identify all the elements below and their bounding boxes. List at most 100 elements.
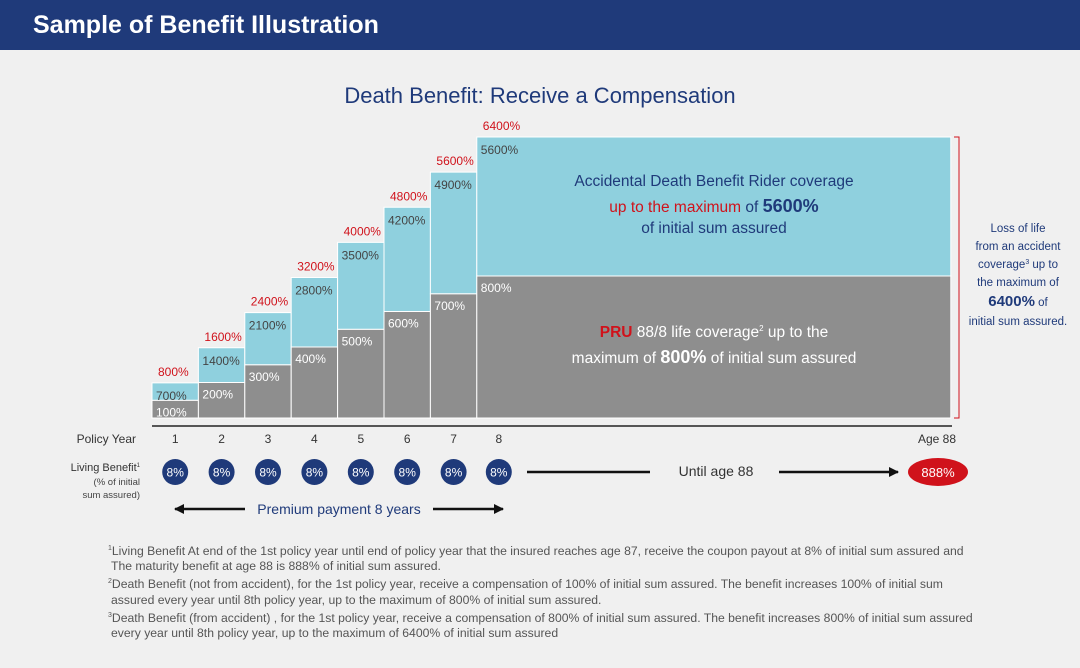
bar-lower-7 bbox=[429, 293, 478, 419]
upper-label-1: 700% bbox=[156, 389, 187, 403]
bar-upper-6 bbox=[383, 206, 431, 312]
lower-label-6: 600% bbox=[388, 317, 419, 331]
bar-lower-2 bbox=[197, 382, 246, 419]
x-tick-label-7: 7 bbox=[450, 432, 457, 446]
living-benefit-text: Living Benefit bbox=[71, 462, 137, 474]
side-note-line5: 6400% of bbox=[988, 293, 1048, 310]
side-note-line3: coverage3 up to bbox=[978, 259, 1058, 271]
living-benefit-value-6: 8% bbox=[399, 466, 417, 480]
living-benefit-circle-1 bbox=[162, 459, 189, 485]
premium-text: Premium payment 8 years bbox=[257, 501, 420, 517]
chart-title: Death Benefit: Receive a Compensation bbox=[344, 83, 736, 108]
living-benefit-value-2: 8% bbox=[213, 466, 231, 480]
total-label-5: 4000% bbox=[344, 224, 382, 238]
side-note-upto: up to bbox=[1029, 259, 1058, 271]
side-note-sup: 3 bbox=[1025, 259, 1029, 266]
total-label-8: 6400% bbox=[483, 119, 521, 133]
lower-label-5: 500% bbox=[342, 334, 373, 348]
header-bar: Sample of Benefit Illustration bbox=[0, 0, 1080, 50]
side-note-line1: Loss of life bbox=[991, 223, 1046, 235]
lower-label-4: 400% bbox=[295, 352, 326, 366]
living-benefit-circle-2 bbox=[208, 459, 235, 485]
bar-lower-4 bbox=[290, 346, 339, 419]
side-note-of: of bbox=[1035, 297, 1049, 309]
total-label-4: 3200% bbox=[297, 260, 335, 274]
until-age-text: Until age 88 bbox=[679, 463, 754, 479]
adb-note-line1: Accidental Death Benefit Rider coverage bbox=[574, 173, 853, 190]
total-label-7: 5600% bbox=[436, 154, 474, 168]
pru-note-sup: 2 bbox=[759, 324, 764, 333]
bar-upper-8 bbox=[476, 136, 952, 277]
footnotes: 1Living Benefit At end of the 1st policy… bbox=[108, 541, 978, 641]
total-label-6: 4800% bbox=[390, 189, 428, 203]
footnote-2: 2Death Benefit (not from accident), for … bbox=[108, 574, 978, 607]
total-label-3: 2400% bbox=[251, 295, 289, 309]
x-tick-label-6: 6 bbox=[404, 432, 411, 446]
living-benefit-value-8: 8% bbox=[490, 466, 508, 480]
x-tick-label-4: 4 bbox=[311, 432, 318, 446]
upper-label-8: 5600% bbox=[481, 143, 519, 157]
living-benefit-value-5: 8% bbox=[352, 466, 370, 480]
footnote-3-sup: 3 bbox=[108, 611, 112, 619]
adb-note-bold: 5600% bbox=[763, 196, 819, 216]
pru-note-rest: 88/8 life coverage bbox=[632, 324, 759, 341]
upper-label-7: 4900% bbox=[434, 178, 472, 192]
living-benefit-circle-8 bbox=[485, 459, 512, 485]
footnote-3-text: Death Benefit (from accident) , for the … bbox=[111, 610, 973, 641]
lower-label-1: 100% bbox=[156, 405, 187, 419]
bar-lower-8 bbox=[476, 275, 952, 419]
page-title: Sample of Benefit Illustration bbox=[33, 11, 379, 39]
living-benefit-circle-5 bbox=[347, 459, 374, 485]
side-note-line4: the maximum of bbox=[977, 277, 1060, 289]
x-tick-label-8: 8 bbox=[495, 432, 502, 446]
x-tick-label-3: 3 bbox=[265, 432, 272, 446]
pru-note-line1: PRU 88/8 life coverage2 up to the bbox=[600, 324, 829, 341]
total-label-1: 800% bbox=[158, 365, 189, 379]
pru-note-end: up to the bbox=[764, 324, 829, 341]
lower-label-2: 200% bbox=[202, 388, 233, 402]
living-benefit-value-3: 8% bbox=[259, 466, 277, 480]
adb-note-of: of bbox=[741, 199, 763, 216]
living-benefit-sub2: sum assured) bbox=[82, 490, 140, 501]
benefit-chart: 100%700%800%18%200%1400%1600%28%300%2100… bbox=[71, 119, 1068, 517]
living-benefit-circle-3 bbox=[255, 459, 281, 485]
pru-note-tail: of initial sum assured bbox=[706, 350, 856, 367]
pru-note-line2: maximum of 800% of initial sum assured bbox=[572, 347, 857, 367]
x-tick-label-1: 1 bbox=[172, 432, 179, 446]
living-benefit-circle-4 bbox=[301, 459, 328, 485]
bar-upper-4 bbox=[290, 277, 339, 348]
side-note-coverage: coverage bbox=[978, 259, 1025, 271]
maturity-value: 888% bbox=[921, 465, 955, 480]
side-note-line6: initial sum assured. bbox=[969, 316, 1067, 328]
upper-label-4: 2800% bbox=[295, 284, 333, 298]
lower-label-8: 800% bbox=[481, 281, 512, 295]
maturity-badge bbox=[908, 458, 968, 486]
footnote-2-sup: 2 bbox=[108, 578, 112, 586]
living-benefit-circle-6 bbox=[394, 459, 421, 485]
living-benefit-value-4: 8% bbox=[306, 466, 324, 480]
adb-note-line2: up to the maximum of 5600% bbox=[609, 196, 818, 216]
footnote-1-text: Living Benefit At end of the 1st policy … bbox=[111, 544, 964, 574]
bar-upper-3 bbox=[244, 312, 292, 366]
bar-upper-5 bbox=[337, 241, 385, 330]
total-label-2: 1600% bbox=[204, 330, 242, 344]
x-tick-label-2: 2 bbox=[218, 432, 225, 446]
footnote-2-text: Death Benefit (not from accident), for t… bbox=[111, 577, 943, 607]
upper-label-6: 4200% bbox=[388, 213, 426, 227]
living-benefit-label: Living Benefit1 bbox=[71, 462, 141, 474]
side-note-line2: from an accident bbox=[975, 241, 1061, 253]
footnote-1-sup: 1 bbox=[108, 545, 112, 552]
side-note-bold: 6400% bbox=[988, 293, 1035, 310]
side-note: Loss of life from an accident coverage3 … bbox=[969, 223, 1067, 328]
upper-label-2: 1400% bbox=[202, 354, 240, 368]
living-benefit-value-7: 8% bbox=[445, 466, 463, 480]
adb-note-red: up to the maximum bbox=[609, 199, 741, 216]
living-benefit-circle-7 bbox=[440, 459, 467, 485]
bar-upper-7 bbox=[429, 171, 478, 295]
lower-label-7: 700% bbox=[434, 299, 465, 313]
adb-note-line3: of initial sum assured bbox=[641, 220, 787, 237]
footnote-3: 3Death Benefit (from accident) , for the… bbox=[108, 608, 978, 641]
coverage-bracket bbox=[954, 136, 960, 419]
x-axis-label: Policy Year bbox=[77, 432, 136, 446]
pru-note-bold: 800% bbox=[660, 347, 706, 367]
